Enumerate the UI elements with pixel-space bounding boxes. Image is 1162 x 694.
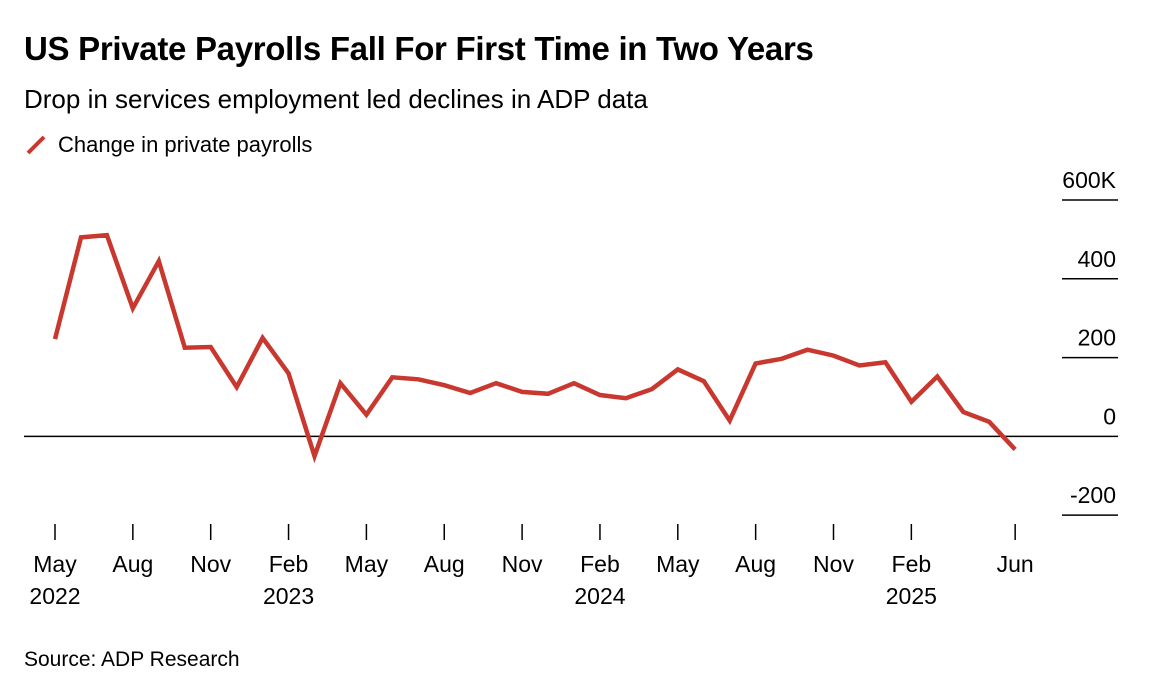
x-year-label: 2022 <box>29 583 80 609</box>
chart-subtitle: Drop in services employment led declines… <box>24 84 648 114</box>
y-tick-label: 200 <box>1078 325 1116 351</box>
legend-label: Change in private payrolls <box>58 132 313 157</box>
y-tick-label: 400 <box>1078 246 1116 272</box>
x-tick-label: Aug <box>424 551 465 577</box>
y-tick-label: 600K <box>1062 167 1116 193</box>
legend: Change in private payrolls <box>24 130 312 160</box>
x-tick-label: May <box>656 551 700 577</box>
source-note: Source: ADP Research <box>24 648 240 671</box>
legend-swatch-icon <box>26 135 46 155</box>
x-tick-label: Aug <box>735 551 776 577</box>
x-tick-label: Feb <box>269 551 309 577</box>
x-year-label: 2025 <box>886 583 937 609</box>
x-axis: May 2022 Aug Nov Feb 2023 May Aug Nov Feb 2024 May A… <box>29 524 1034 609</box>
series-line-change-in-private-payrolls <box>52 232 1017 464</box>
y-axis: -200 0 200 400 600K <box>24 167 1118 516</box>
x-tick-label: Nov <box>813 551 854 577</box>
x-year-label: 2024 <box>574 583 625 609</box>
x-tick-label: Nov <box>502 551 543 577</box>
x-tick-label: Nov <box>190 551 231 577</box>
y-tick-label: 0 <box>1103 403 1116 429</box>
x-tick-label: May <box>33 551 77 577</box>
x-tick-label: Feb <box>892 551 932 577</box>
chart-title: US Private Payrolls Fall For First Time … <box>24 30 814 67</box>
y-tick-label: -200 <box>1070 482 1116 508</box>
x-tick-label: Jun <box>997 551 1034 577</box>
x-tick-label: May <box>345 551 389 577</box>
x-tick-label: Aug <box>112 551 153 577</box>
series-layer <box>52 232 1017 464</box>
x-year-label: 2023 <box>263 583 314 609</box>
x-tick-label: Feb <box>580 551 620 577</box>
